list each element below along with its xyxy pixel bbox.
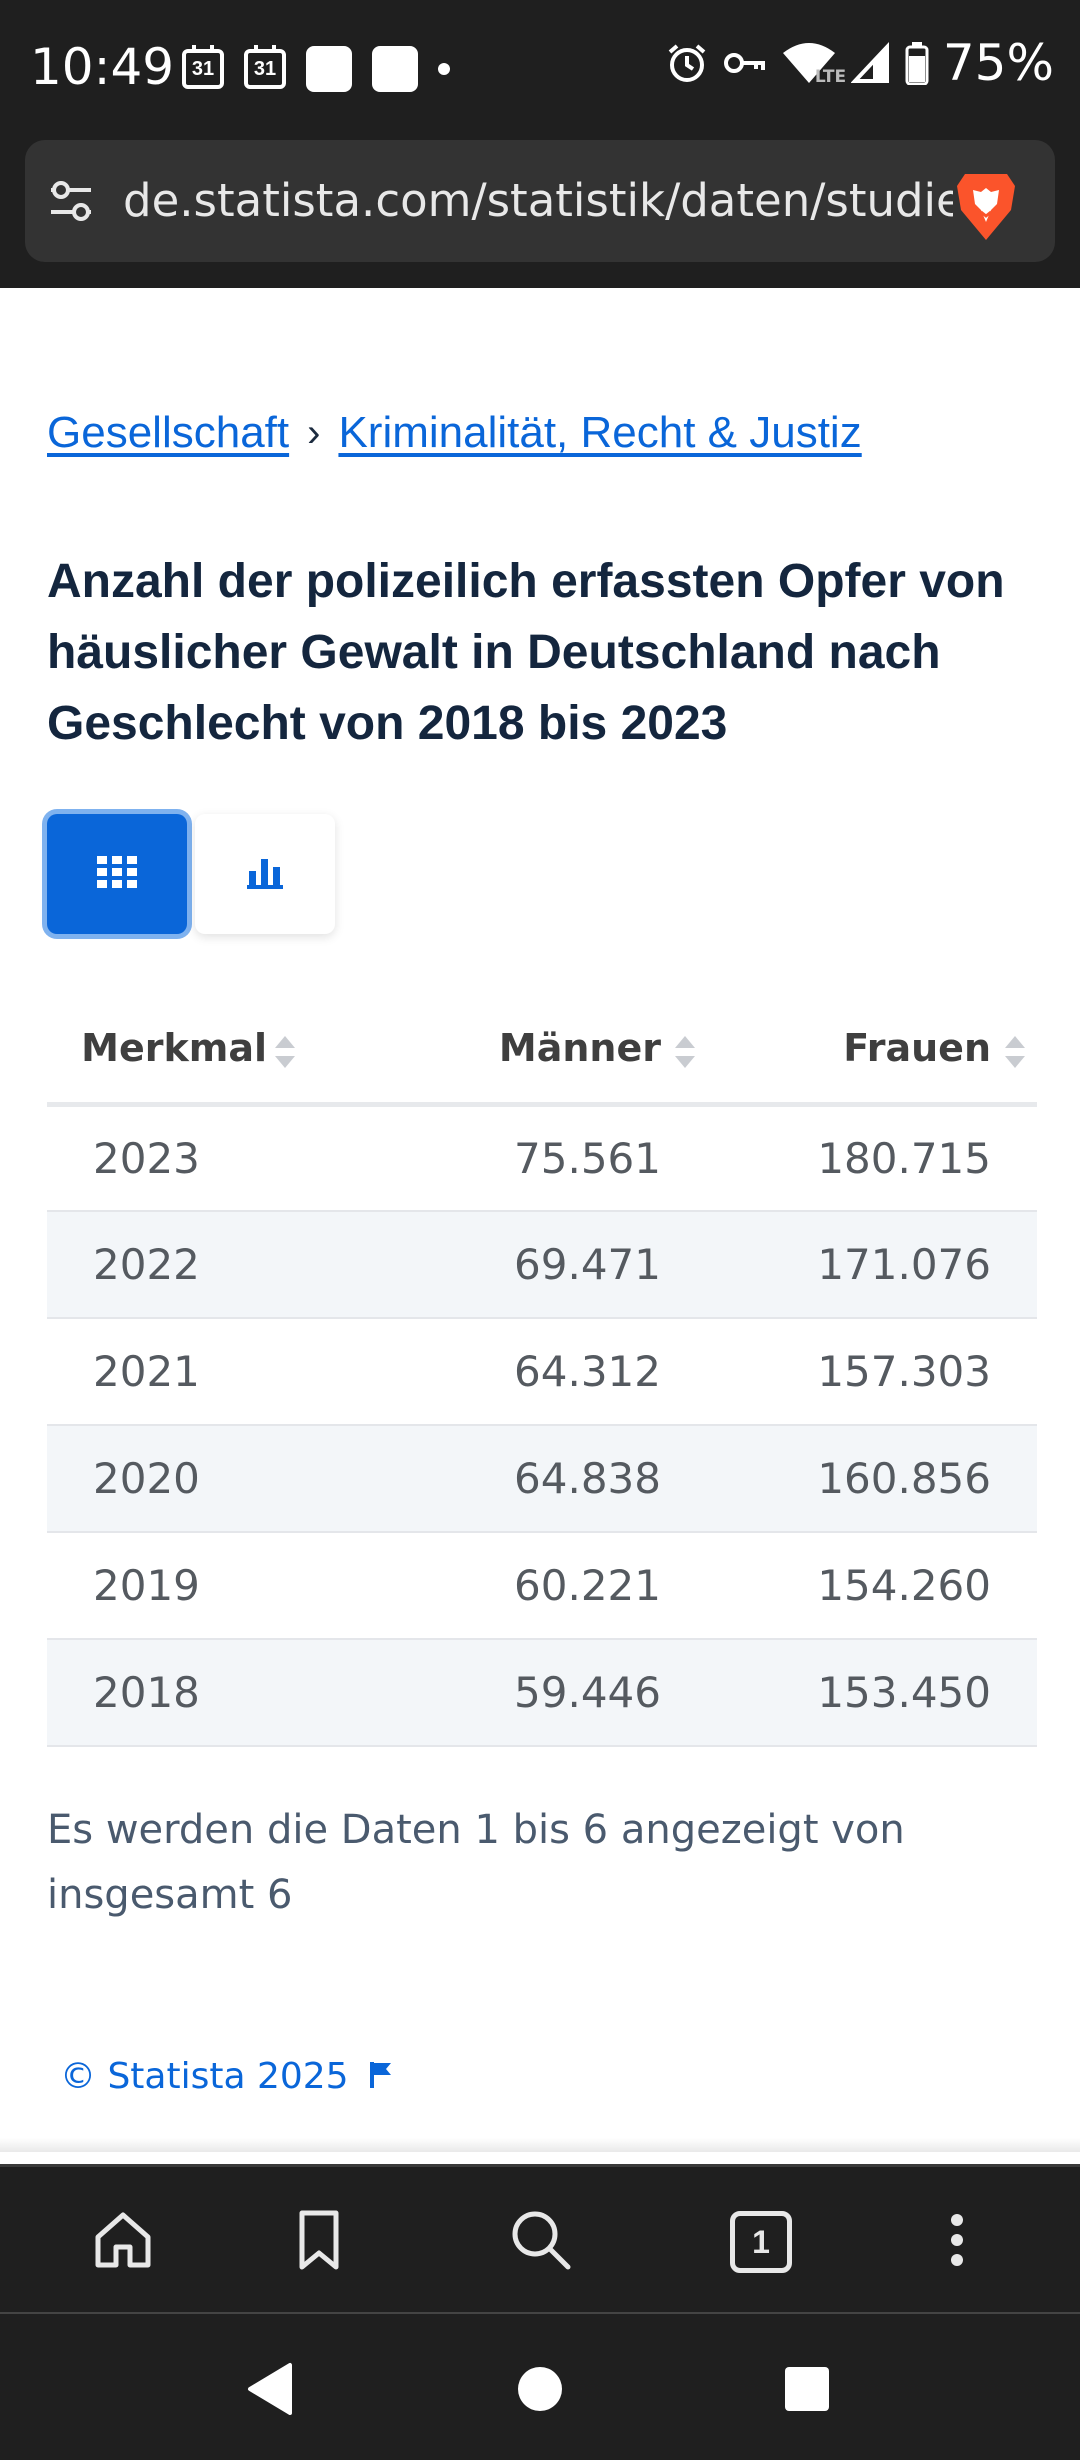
breadcrumb-link-gesellschaft[interactable]: Gesellschaft <box>47 408 290 457</box>
flag-icon[interactable] <box>369 2056 393 2097</box>
sort-icon <box>1005 1036 1025 1068</box>
more-notifications-icon <box>438 63 450 75</box>
breadcrumb-link-kriminalitaet[interactable]: Kriminalität, Recht & Justiz <box>338 408 862 457</box>
browser-top-bar: de.statista.com/statistik/daten/studie <box>0 136 1080 288</box>
table-cell-merkmal: 2020 <box>47 1425 387 1533</box>
sort-icon <box>275 1036 295 1068</box>
column-header-label: Frauen <box>843 1025 991 1070</box>
brave-lion-icon[interactable] <box>953 170 1019 247</box>
column-header-label: Männer <box>498 1025 661 1070</box>
bookmark-icon <box>296 2209 342 2276</box>
column-header-frauen[interactable]: Frauen <box>707 994 1037 1107</box>
cell-signal-icon <box>850 41 891 85</box>
menu-button[interactable] <box>922 2207 992 2277</box>
grid-icon <box>97 855 137 893</box>
network-type-label: LTE <box>814 67 847 87</box>
battery-icon <box>905 41 929 85</box>
tune-icon[interactable] <box>47 178 95 229</box>
page-content: Gesellschaft › Kriminalität, Recht & Jus… <box>0 288 1080 2164</box>
app-notification-icon <box>372 46 418 92</box>
breadcrumb: Gesellschaft › Kriminalität, Recht & Jus… <box>47 408 862 458</box>
table-cell-maenner: 64.312 <box>387 1318 707 1426</box>
table-row: 2018 59.446 153.450 <box>47 1639 1037 1747</box>
content-divider <box>0 2138 1080 2152</box>
tab-count: 1 <box>752 2223 770 2260</box>
table-cell-merkmal: 2023 <box>47 1104 387 1212</box>
table-cell-maenner: 69.471 <box>387 1211 707 1319</box>
calendar-icon: 31 <box>182 45 224 89</box>
table-header-row: Merkmal Männer Frauen <box>47 994 1037 1107</box>
view-toggle <box>47 814 335 934</box>
back-triangle-icon <box>244 2361 294 2422</box>
bar-chart-icon <box>247 855 283 894</box>
table-cell-frauen: 160.856 <box>707 1425 1037 1533</box>
app-notification-icon <box>306 46 352 92</box>
table-cell-frauen: 171.076 <box>707 1211 1037 1319</box>
tabs-icon: 1 <box>730 2211 792 2273</box>
status-time: 10:49 <box>30 38 175 96</box>
table-cell-maenner: 60.221 <box>387 1532 707 1640</box>
url-text[interactable]: de.statista.com/statistik/daten/studie <box>123 174 953 227</box>
home-button[interactable] <box>88 2207 158 2277</box>
bookmarks-button[interactable] <box>284 2207 354 2277</box>
chart-view-button[interactable] <box>195 814 335 934</box>
sort-icon <box>675 1036 695 1068</box>
table-cell-merkmal: 2018 <box>47 1639 387 1747</box>
calendar-icon: 31 <box>244 45 286 89</box>
column-header-merkmal[interactable]: Merkmal <box>47 994 387 1107</box>
search-icon <box>508 2207 574 2278</box>
copyright-link[interactable]: © Statista 2025 <box>60 2056 349 2097</box>
status-bar: 10:49 31 31 LTE 75% <box>0 0 1080 136</box>
vpn-key-icon <box>723 48 767 78</box>
table-view-button[interactable] <box>47 814 187 934</box>
table-cell-frauen: 157.303 <box>707 1318 1037 1426</box>
address-bar[interactable]: de.statista.com/statistik/daten/studie <box>25 140 1055 262</box>
home-icon <box>92 2209 154 2276</box>
copyright: © Statista 2025 <box>60 2056 393 2097</box>
table-row: 2019 60.221 154.260 <box>47 1532 1037 1640</box>
wifi-icon: LTE <box>781 41 846 87</box>
data-table: Merkmal Männer Frauen 2023 75.561 180.71… <box>47 994 1037 1747</box>
page-title: Anzahl der polizeilich erfassten Opfer v… <box>47 555 1005 750</box>
table-cell-frauen: 180.715 <box>707 1104 1037 1212</box>
table-cell-maenner: 64.838 <box>387 1425 707 1533</box>
table-cell-merkmal: 2019 <box>47 1532 387 1640</box>
table-cell-frauen: 154.260 <box>707 1532 1037 1640</box>
browser-bottom-toolbar: 1 <box>0 2164 1080 2314</box>
back-button[interactable] <box>234 2356 304 2426</box>
column-header-maenner[interactable]: Männer <box>387 994 707 1107</box>
table-cell-merkmal: 2022 <box>47 1211 387 1319</box>
alarm-icon <box>665 41 709 85</box>
more-vertical-icon <box>949 2212 965 2273</box>
system-icons: LTE 75% <box>665 34 1054 92</box>
notification-icons: 31 31 <box>182 45 450 92</box>
home-nav-button[interactable] <box>505 2356 575 2426</box>
breadcrumb-separator: › <box>307 410 321 455</box>
column-header-label: Merkmal <box>81 1025 267 1070</box>
tabs-button[interactable]: 1 <box>726 2207 796 2277</box>
table-cell-maenner: 75.561 <box>387 1104 707 1212</box>
battery-level: 75% <box>942 34 1054 92</box>
table-info: Es werden die Daten 1 bis 6 angezeigt vo… <box>47 1807 905 1918</box>
system-nav-bar <box>0 2314 1080 2460</box>
search-button[interactable] <box>506 2207 576 2277</box>
recents-square-icon <box>783 2365 831 2418</box>
table-row: 2021 64.312 157.303 <box>47 1318 1037 1426</box>
recents-button[interactable] <box>772 2356 842 2426</box>
table-cell-frauen: 153.450 <box>707 1639 1037 1747</box>
table-row: 2022 69.471 171.076 <box>47 1211 1037 1319</box>
table-cell-maenner: 59.446 <box>387 1639 707 1747</box>
home-circle-icon <box>516 2365 564 2418</box>
table-row: 2020 64.838 160.856 <box>47 1425 1037 1533</box>
table-cell-merkmal: 2021 <box>47 1318 387 1426</box>
table-row: 2023 75.561 180.715 <box>47 1104 1037 1212</box>
